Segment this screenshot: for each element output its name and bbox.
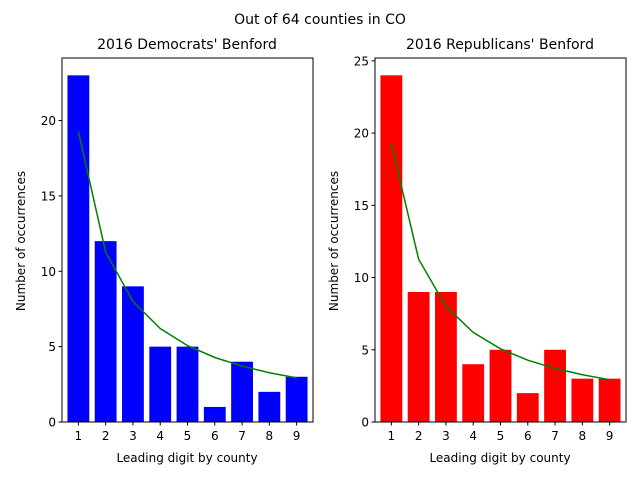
bar-5 bbox=[489, 349, 512, 422]
x-tick-label: 9 bbox=[606, 429, 614, 443]
bar-7 bbox=[231, 361, 253, 422]
x-tick-label: 6 bbox=[211, 429, 219, 443]
chart-title: 2016 Republicans' Benford bbox=[406, 37, 594, 53]
y-tick-label: 0 bbox=[361, 416, 369, 430]
bar-8 bbox=[258, 391, 281, 422]
figure-suptitle: Out of 64 counties in CO bbox=[234, 12, 406, 28]
x-tick-label: 7 bbox=[238, 429, 246, 443]
bar-6 bbox=[203, 406, 226, 422]
x-tick-label: 7 bbox=[551, 429, 559, 443]
y-tick-label: 0 bbox=[48, 416, 56, 430]
chart-democrats: 2016 Democrats' Benford Leading digit by… bbox=[14, 37, 314, 465]
benford-expected-line bbox=[77, 131, 297, 379]
x-tick-label: 5 bbox=[184, 429, 192, 443]
x-tick-label: 1 bbox=[388, 429, 396, 443]
x-tick-label: 4 bbox=[156, 429, 164, 443]
chart-title: 2016 Democrats' Benford bbox=[97, 37, 277, 53]
x-tick-label: 9 bbox=[293, 429, 301, 443]
bar-2 bbox=[407, 292, 430, 422]
y-tick-label: 10 bbox=[41, 265, 56, 279]
x-tick-label: 3 bbox=[129, 429, 137, 443]
x-axis-label: Leading digit by county bbox=[116, 451, 257, 465]
y-tick-label: 25 bbox=[354, 54, 369, 68]
y-tick-label: 10 bbox=[354, 271, 369, 285]
y-tick-label: 20 bbox=[41, 114, 56, 128]
y-tick-label: 15 bbox=[41, 189, 56, 203]
y-axis-label: Number of occurrences bbox=[327, 171, 341, 311]
x-tick-label: 8 bbox=[266, 429, 274, 443]
y-tick-label: 20 bbox=[354, 127, 369, 141]
x-axis-label: Leading digit by county bbox=[429, 451, 570, 465]
x-tick-label: 4 bbox=[469, 429, 477, 443]
plot-area-democrats: 1 2 3 4 5 6 7 8 9 0 5 10 15 20 bbox=[41, 57, 314, 443]
bar-4 bbox=[149, 346, 172, 422]
x-tick-label: 1 bbox=[75, 429, 83, 443]
x-tick-label: 5 bbox=[497, 429, 505, 443]
bar-4 bbox=[462, 364, 485, 422]
bar-8 bbox=[571, 378, 594, 422]
benford-expected-line bbox=[390, 143, 610, 381]
y-tick-label: 15 bbox=[354, 199, 369, 213]
bar-3 bbox=[122, 286, 144, 422]
x-tick-label: 3 bbox=[442, 429, 450, 443]
x-tick-label: 2 bbox=[102, 429, 110, 443]
bar-2 bbox=[94, 241, 117, 422]
plot-area-republicans: 1 2 3 4 5 6 7 8 9 0 5 10 15 20 25 bbox=[354, 54, 627, 443]
bar-9 bbox=[598, 378, 621, 422]
bar-6 bbox=[516, 393, 539, 422]
x-tick-label: 2 bbox=[415, 429, 423, 443]
y-tick-label: 5 bbox=[361, 343, 369, 357]
bar-1 bbox=[380, 75, 403, 422]
bar-3 bbox=[435, 292, 457, 422]
bar-9 bbox=[285, 376, 308, 422]
x-tick-label: 6 bbox=[524, 429, 532, 443]
y-tick-label: 5 bbox=[48, 340, 56, 354]
y-axis-label: Number of occurrences bbox=[14, 171, 28, 311]
bar-5 bbox=[176, 346, 199, 422]
bar-7 bbox=[544, 349, 566, 422]
chart-republicans: 2016 Republicans' Benford Leading digit … bbox=[327, 37, 627, 465]
bar-1 bbox=[67, 75, 90, 422]
x-tick-label: 8 bbox=[579, 429, 587, 443]
